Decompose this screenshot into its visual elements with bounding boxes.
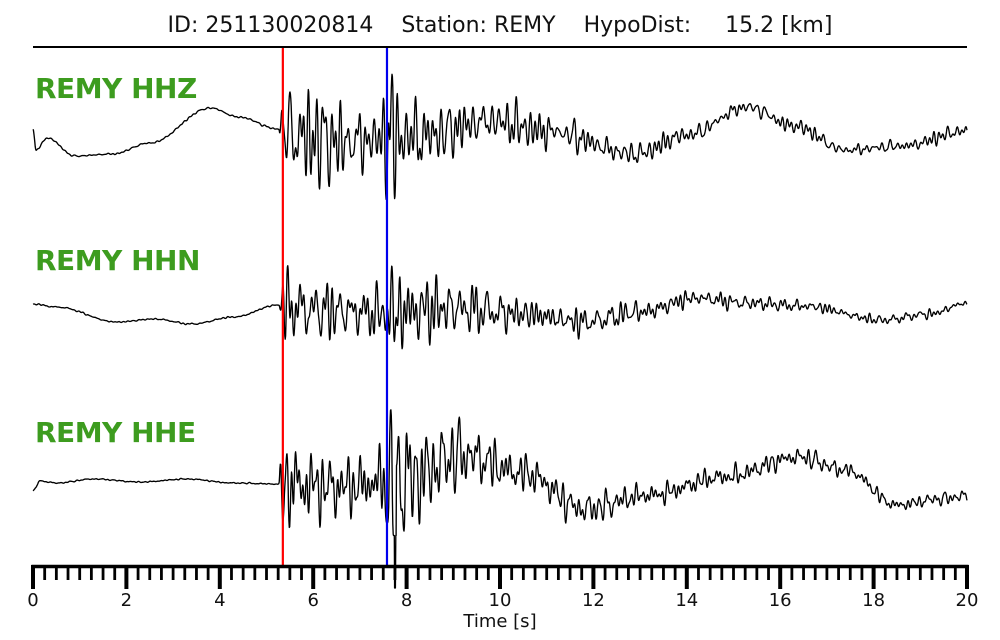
waveform-hhe	[32, 409, 968, 589]
trace-label-hhn: REMY HHN	[35, 244, 200, 277]
axis-tick-label: 4	[214, 590, 225, 611]
title-hypodist-value: 15.2 [km]	[725, 12, 833, 38]
waveform-hhz	[32, 73, 968, 200]
title-station: Station: REMY	[401, 12, 556, 38]
figure-title: ID: 251130020814 Station: REMY HypoDist:…	[0, 8, 1000, 42]
axis-tick-label: 16	[769, 590, 792, 611]
axis-tick-label: 6	[307, 590, 318, 611]
axis-tick-label: 18	[862, 590, 885, 611]
time-axis-title: Time [s]	[462, 611, 536, 632]
axis-tick-label: 8	[401, 590, 412, 611]
axis-tick-label: 20	[956, 590, 979, 611]
title-event-id: ID: 251130020814	[167, 12, 374, 38]
axis-tick-label: 0	[27, 590, 38, 611]
axis-tick-label: 14	[675, 590, 698, 611]
title-hypodist-label: HypoDist:	[583, 12, 692, 38]
axis-tick-label: 2	[121, 590, 132, 611]
axis-tick-label: 10	[489, 590, 512, 611]
trace-label-hhe: REMY HHE	[35, 416, 196, 449]
axis-tick-label: 12	[582, 590, 605, 611]
waveform-hhn	[32, 265, 968, 350]
trace-label-hhz: REMY HHZ	[35, 72, 197, 105]
